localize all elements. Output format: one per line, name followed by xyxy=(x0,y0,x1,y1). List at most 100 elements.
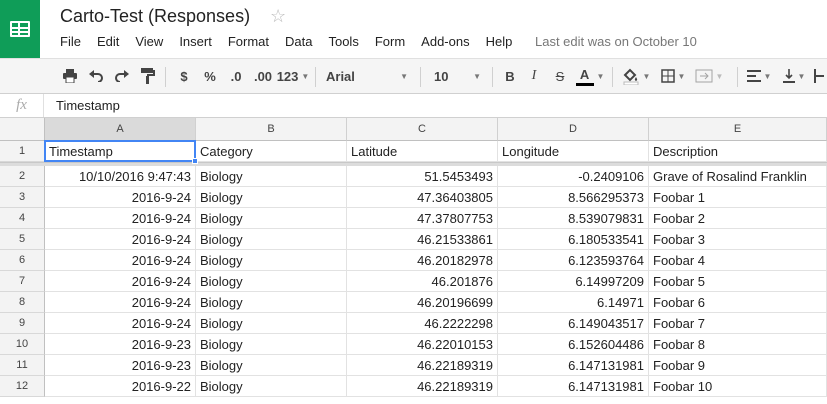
row-header[interactable]: 4 xyxy=(0,208,45,229)
column-header-a[interactable]: A xyxy=(45,118,196,141)
table-cell[interactable]: Foobar 10 xyxy=(649,376,827,397)
table-cell[interactable]: 2016-9-22 xyxy=(45,376,196,397)
table-cell[interactable]: Foobar 8 xyxy=(649,334,827,355)
table-cell[interactable]: 2016-9-24 xyxy=(45,313,196,334)
table-cell[interactable]: Biology xyxy=(196,271,347,292)
table-cell[interactable]: Foobar 9 xyxy=(649,355,827,376)
table-cell[interactable]: 51.5453493 xyxy=(347,166,498,187)
table-cell[interactable]: Biology xyxy=(196,250,347,271)
table-cell[interactable]: Biology xyxy=(196,313,347,334)
table-cell[interactable]: 46.2222298 xyxy=(347,313,498,334)
font-size-dropdown[interactable]: 10 ▼ xyxy=(430,59,485,93)
header-cell[interactable]: Timestamp xyxy=(45,141,196,162)
merge-cells-button[interactable]: ▼ xyxy=(692,59,726,93)
table-cell[interactable]: 2016-9-23 xyxy=(45,334,196,355)
vertical-align-button[interactable]: ▼ xyxy=(780,59,808,93)
table-cell[interactable]: Biology xyxy=(196,208,347,229)
header-cell[interactable]: Category xyxy=(196,141,347,162)
italic-button[interactable]: I xyxy=(524,59,544,93)
table-cell[interactable]: 46.21533861 xyxy=(347,229,498,250)
table-cell[interactable]: Biology xyxy=(196,355,347,376)
table-cell[interactable]: Biology xyxy=(196,229,347,250)
star-icon[interactable]: ☆ xyxy=(270,6,286,27)
table-cell[interactable]: 2016-9-23 xyxy=(45,355,196,376)
column-header-c[interactable]: C xyxy=(347,118,498,141)
table-cell[interactable]: Foobar 6 xyxy=(649,292,827,313)
table-cell[interactable]: 2016-9-24 xyxy=(45,292,196,313)
redo-icon[interactable] xyxy=(110,59,134,93)
percent-format-button[interactable]: % xyxy=(200,59,220,93)
table-cell[interactable]: Foobar 2 xyxy=(649,208,827,229)
table-cell[interactable]: Biology xyxy=(196,376,347,397)
header-cell[interactable]: Latitude xyxy=(347,141,498,162)
menu-tools[interactable]: Tools xyxy=(328,34,358,49)
table-cell[interactable]: 47.36403805 xyxy=(347,187,498,208)
row-header[interactable]: 5 xyxy=(0,229,45,250)
fill-handle[interactable] xyxy=(192,158,198,164)
table-cell[interactable]: 2016-9-24 xyxy=(45,187,196,208)
column-header-b[interactable]: B xyxy=(196,118,347,141)
table-cell[interactable]: 46.20182978 xyxy=(347,250,498,271)
column-header-d[interactable]: D xyxy=(498,118,649,141)
table-cell[interactable]: Biology xyxy=(196,187,347,208)
table-cell[interactable]: Foobar 5 xyxy=(649,271,827,292)
text-color-button[interactable]: A ▼ xyxy=(574,59,606,93)
table-cell[interactable]: Biology xyxy=(196,334,347,355)
table-cell[interactable]: 46.22189319 xyxy=(347,376,498,397)
printer-icon[interactable] xyxy=(58,59,82,93)
table-cell[interactable]: 6.14971 xyxy=(498,292,649,313)
table-cell[interactable]: Biology xyxy=(196,292,347,313)
menu-addons[interactable]: Add-ons xyxy=(421,34,469,49)
table-cell[interactable]: 6.123593764 xyxy=(498,250,649,271)
header-cell[interactable]: Longitude xyxy=(498,141,649,162)
row-header[interactable]: 11 xyxy=(0,355,45,376)
menu-form[interactable]: Form xyxy=(375,34,405,49)
table-cell[interactable]: Biology xyxy=(196,166,347,187)
menu-data[interactable]: Data xyxy=(285,34,312,49)
row-header[interactable]: 12 xyxy=(0,376,45,397)
row-header[interactable]: 3 xyxy=(0,187,45,208)
undo-icon[interactable] xyxy=(84,59,108,93)
menu-insert[interactable]: Insert xyxy=(179,34,212,49)
horizontal-align-button[interactable]: ▼ xyxy=(744,59,774,93)
table-cell[interactable]: 6.149043517 xyxy=(498,313,649,334)
table-cell[interactable]: 6.147131981 xyxy=(498,376,649,397)
table-cell[interactable]: 2016-9-24 xyxy=(45,208,196,229)
row-header[interactable]: 8 xyxy=(0,292,45,313)
increase-decimal-button[interactable]: .00 xyxy=(250,59,276,93)
table-cell[interactable]: 6.14997209 xyxy=(498,271,649,292)
table-cell[interactable]: Grave of Rosalind Franklin xyxy=(649,166,827,187)
row-header[interactable]: 2 xyxy=(0,166,45,187)
header-cell[interactable]: Description xyxy=(649,141,827,162)
table-cell[interactable]: 47.37807753 xyxy=(347,208,498,229)
table-cell[interactable]: 2016-9-24 xyxy=(45,250,196,271)
table-cell[interactable]: 10/10/2016 9:47:43 xyxy=(45,166,196,187)
frozen-row-divider[interactable] xyxy=(0,162,827,166)
currency-format-button[interactable]: $ xyxy=(174,59,194,93)
row-header[interactable]: 9 xyxy=(0,313,45,334)
font-family-dropdown[interactable]: Arial ▼ xyxy=(322,59,412,93)
menu-format[interactable]: Format xyxy=(228,34,269,49)
table-cell[interactable]: Foobar 4 xyxy=(649,250,827,271)
table-cell[interactable]: 6.180533541 xyxy=(498,229,649,250)
row-header[interactable]: 10 xyxy=(0,334,45,355)
table-cell[interactable]: Foobar 1 xyxy=(649,187,827,208)
table-cell[interactable]: 2016-9-24 xyxy=(45,229,196,250)
table-cell[interactable]: -0.2409106 xyxy=(498,166,649,187)
borders-button[interactable]: ▼ xyxy=(658,59,688,93)
number-format-dropdown[interactable]: 123 ▼ xyxy=(276,59,310,93)
paint-format-icon[interactable] xyxy=(136,59,160,93)
table-cell[interactable]: 8.566295373 xyxy=(498,187,649,208)
menu-help[interactable]: Help xyxy=(486,34,513,49)
row-header[interactable]: 7 xyxy=(0,271,45,292)
table-cell[interactable]: 46.22010153 xyxy=(347,334,498,355)
select-all-corner[interactable] xyxy=(0,118,45,141)
table-cell[interactable]: 8.539079831 xyxy=(498,208,649,229)
table-cell[interactable]: 46.20196699 xyxy=(347,292,498,313)
last-edit-status[interactable]: Last edit was on October 10 xyxy=(535,34,697,49)
bold-button[interactable]: B xyxy=(500,59,520,93)
table-cell[interactable]: 46.201876 xyxy=(347,271,498,292)
row-header[interactable]: 1 xyxy=(0,141,45,162)
row-header[interactable]: 6 xyxy=(0,250,45,271)
table-cell[interactable]: 6.147131981 xyxy=(498,355,649,376)
